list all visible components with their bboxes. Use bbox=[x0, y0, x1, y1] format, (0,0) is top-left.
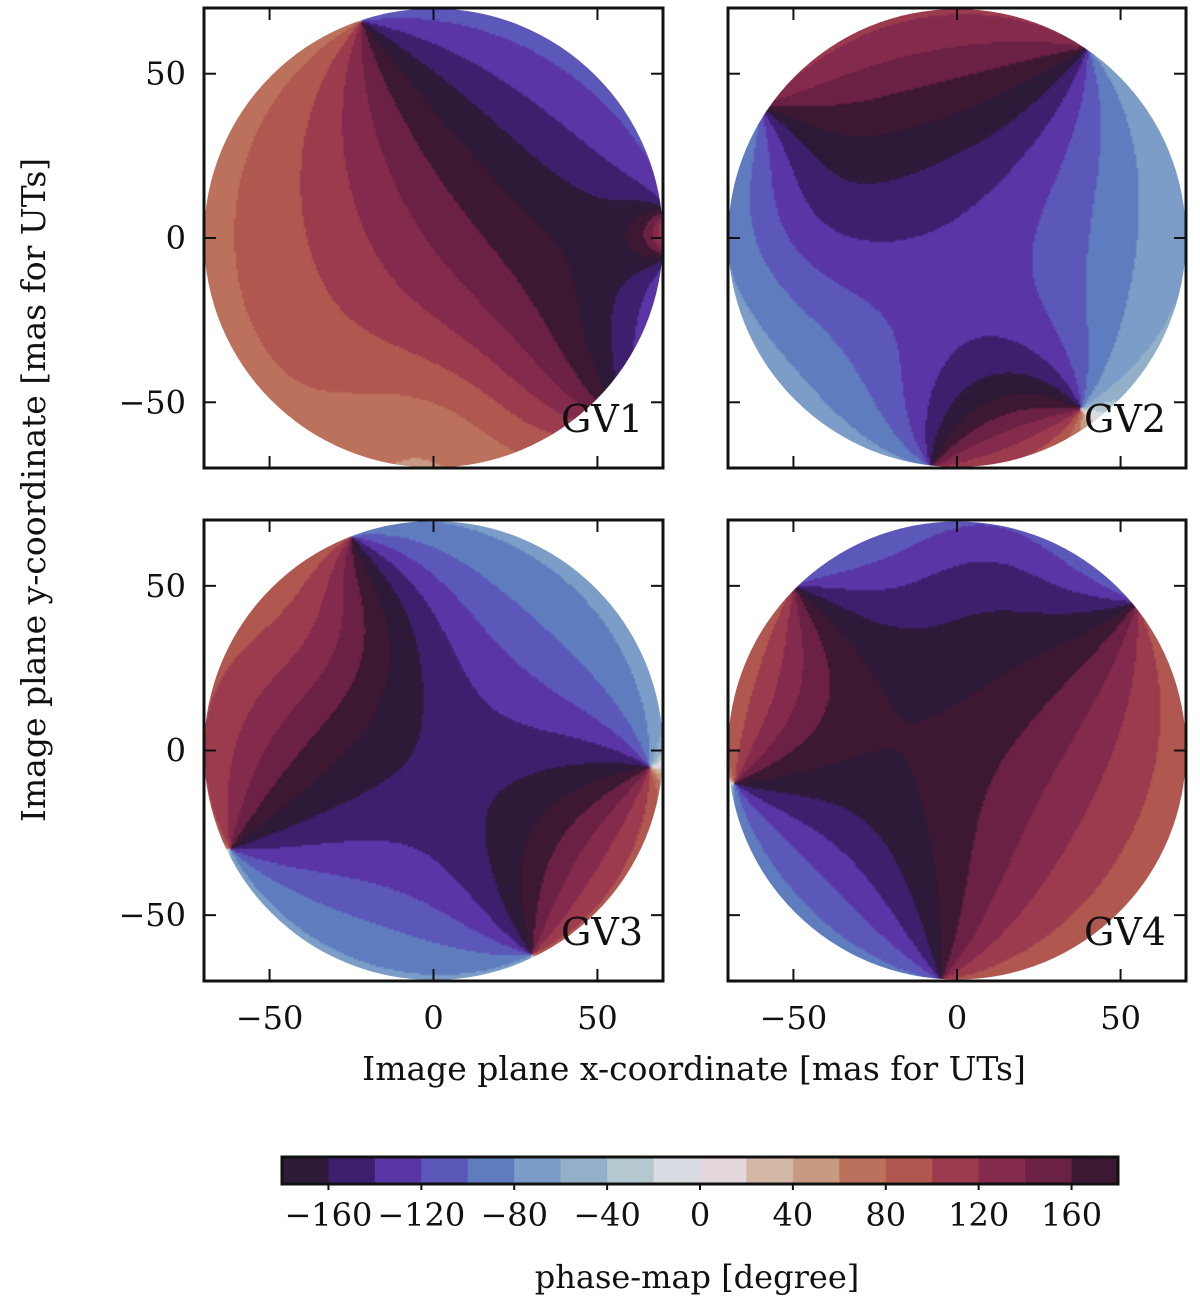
colorbar-segment bbox=[328, 1157, 376, 1184]
panel-label: GV3 bbox=[561, 910, 643, 954]
x-tick-label: 0 bbox=[423, 999, 443, 1037]
colorbar-tick-label: 0 bbox=[690, 1196, 710, 1234]
y-tick-label: 0 bbox=[166, 219, 186, 257]
colorbar-segment bbox=[839, 1157, 887, 1184]
colorbar-tick-label: −80 bbox=[480, 1196, 548, 1234]
phase-map-image bbox=[204, 521, 663, 980]
colorbar-segment bbox=[514, 1157, 562, 1184]
phase-map-image bbox=[204, 8, 663, 468]
colorbar-tick-label: −120 bbox=[377, 1196, 465, 1234]
phase-map-image bbox=[728, 521, 1186, 980]
panel-gv1: 50 0 −50 GV1 bbox=[118, 6, 665, 470]
y-tick-label: 50 bbox=[145, 567, 186, 605]
panel-label: GV1 bbox=[561, 397, 643, 441]
x-tick-label: 50 bbox=[1100, 999, 1141, 1037]
panel-label: GV2 bbox=[1084, 397, 1166, 441]
colorbar-segment bbox=[1025, 1157, 1073, 1184]
colorbar-segment bbox=[374, 1157, 422, 1184]
colorbar-segment bbox=[978, 1157, 1026, 1184]
y-tick-label: 0 bbox=[166, 732, 186, 770]
y-tick-label: −50 bbox=[118, 896, 186, 934]
y-tick-label: −50 bbox=[118, 383, 186, 421]
colorbar: −160 −120 −80 −40 0 40 80 120 160 bbox=[280, 1155, 1120, 1234]
colorbar-segment bbox=[467, 1157, 515, 1184]
x-tick-label: −50 bbox=[236, 999, 304, 1037]
colorbar-segment bbox=[282, 1157, 330, 1184]
x-axis-title: Image plane x-coordinate [mas for UTs] bbox=[362, 1049, 1026, 1088]
panel-gv3: 50 0 −50 −50 0 50 GV3 bbox=[118, 518, 665, 1037]
colorbar-tick-label: −160 bbox=[284, 1196, 372, 1234]
colorbar-tick-label: 160 bbox=[1041, 1196, 1102, 1234]
x-tick-label: 50 bbox=[577, 999, 618, 1037]
colorbar-segment bbox=[421, 1157, 469, 1184]
colorbar-tick-label: 120 bbox=[948, 1196, 1009, 1234]
panel-gv4: −50 0 50 GV4 bbox=[726, 518, 1188, 1037]
panel-gv2: GV2 bbox=[726, 6, 1188, 470]
y-tick-label: 50 bbox=[145, 55, 186, 93]
colorbar-segment bbox=[885, 1157, 933, 1184]
x-tick-label: 0 bbox=[947, 999, 967, 1037]
phase-map-image bbox=[728, 9, 1186, 467]
panel-label: GV4 bbox=[1084, 910, 1166, 954]
colorbar-segment bbox=[746, 1157, 794, 1184]
colorbar-segment bbox=[560, 1157, 608, 1184]
colorbar-title: phase-map [degree] bbox=[535, 1258, 859, 1296]
colorbar-segment bbox=[1071, 1157, 1119, 1184]
y-axis-title: Image plane y-coordinate [mas for UTs] bbox=[14, 158, 53, 822]
colorbar-tick-label: 40 bbox=[773, 1196, 814, 1234]
colorbar-tick-label: 80 bbox=[865, 1196, 906, 1234]
colorbar-segment bbox=[700, 1157, 748, 1184]
colorbar-segment bbox=[607, 1157, 655, 1184]
colorbar-segment bbox=[653, 1157, 701, 1184]
panels-group: 50 0 −50 GV1 GV2 50 0 −50 −50 0 50 GV3 −50 0 50 GV4 bbox=[118, 6, 1188, 1037]
colorbar-segment bbox=[932, 1157, 980, 1184]
colorbar-tick-label: −40 bbox=[573, 1196, 641, 1234]
colorbar-segment bbox=[792, 1157, 840, 1184]
x-tick-label: −50 bbox=[760, 999, 828, 1037]
